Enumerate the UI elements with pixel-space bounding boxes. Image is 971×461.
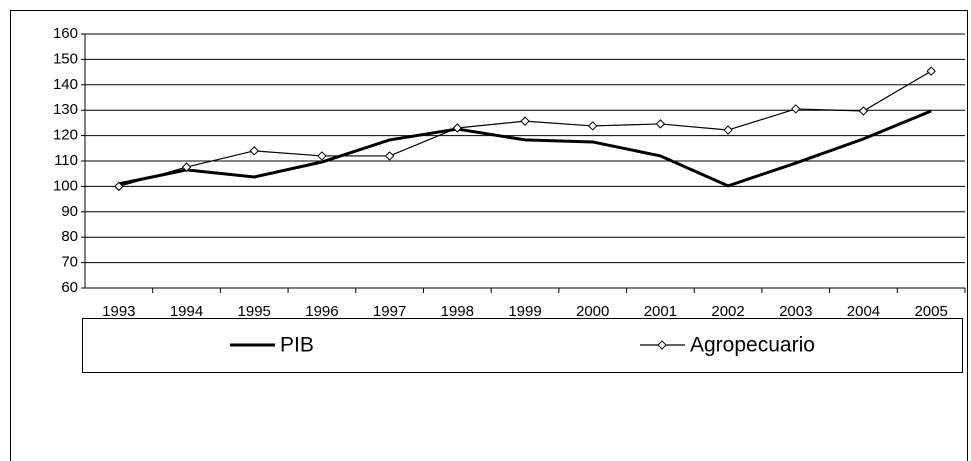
y-tick-label: 140 [53, 76, 78, 93]
y-tick-label: 120 [53, 127, 78, 144]
y-tick-label: 90 [61, 203, 78, 220]
x-tick-label: 2003 [779, 303, 812, 320]
point-marker [587, 121, 598, 131]
legend-label: Agropecuario [690, 334, 815, 357]
y-tick-label: 160 [53, 25, 78, 42]
x-tick-label: 1994 [170, 303, 203, 320]
point-marker [452, 123, 463, 133]
legend-marker [657, 340, 667, 350]
x-tick-label: 1996 [305, 303, 338, 320]
point-marker [655, 119, 666, 129]
chart-border [10, 10, 968, 461]
series-line [118, 109, 932, 188]
x-tick-label: 1995 [238, 303, 271, 320]
y-tick-label: 110 [54, 152, 78, 169]
legend-label: PIB [280, 334, 314, 357]
point-marker [723, 125, 733, 135]
y-tick-label: 150 [53, 50, 78, 67]
point-marker [858, 106, 869, 116]
y-tick-label: 60 [61, 279, 78, 296]
x-tick-label: 1999 [508, 303, 541, 320]
point-marker [384, 151, 395, 161]
point-marker [114, 181, 124, 192]
point-marker [520, 116, 530, 126]
point-marker [249, 146, 259, 156]
y-tick-label: 100 [53, 177, 78, 194]
x-tick-label: 1993 [102, 303, 135, 320]
point-marker [926, 66, 936, 76]
x-tick-label: 2000 [576, 303, 609, 320]
legend-box [82, 318, 963, 373]
x-tick-label: 1997 [373, 303, 406, 320]
point-marker [791, 104, 801, 114]
point-marker [181, 162, 192, 172]
x-tick-label: 1998 [441, 303, 474, 320]
y-tick-label: 80 [61, 228, 78, 245]
point-marker [317, 151, 327, 161]
x-tick-label: 2002 [711, 303, 744, 320]
x-tick-label: 2004 [847, 303, 880, 320]
x-tick-label: 2005 [914, 303, 947, 320]
x-tick-label: 2001 [644, 303, 677, 320]
y-tick-label: 130 [53, 101, 78, 118]
y-tick-label: 70 [61, 254, 78, 271]
